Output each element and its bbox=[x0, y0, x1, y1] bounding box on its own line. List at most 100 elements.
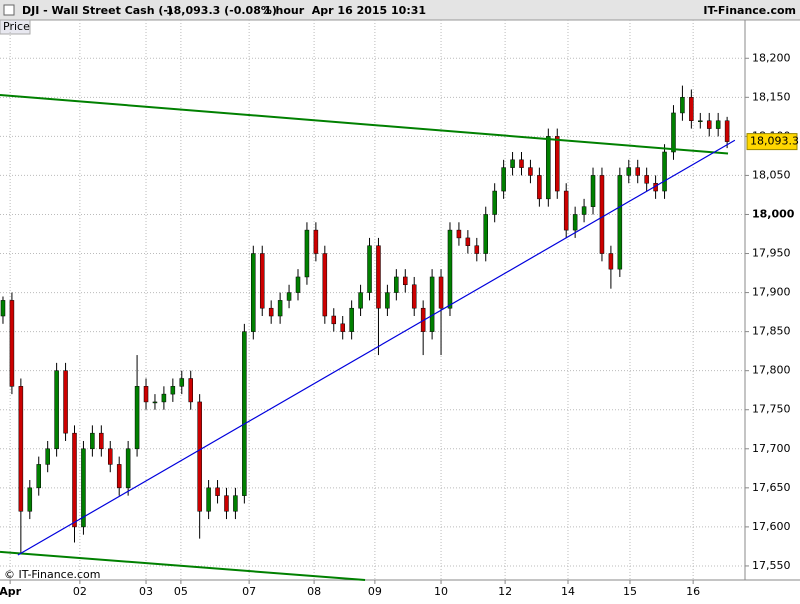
candle-body bbox=[224, 495, 229, 512]
y-tick-label: 18,150 bbox=[752, 90, 791, 103]
candle-body bbox=[492, 190, 497, 215]
candle-body bbox=[63, 370, 68, 434]
candle-body bbox=[438, 276, 444, 309]
x-tick-label: 10 bbox=[434, 585, 448, 598]
candle-body bbox=[313, 229, 319, 254]
candle-body bbox=[170, 386, 176, 395]
candle-body bbox=[626, 167, 632, 176]
candle-body bbox=[581, 206, 587, 215]
candle-body bbox=[286, 292, 292, 301]
candle-body bbox=[590, 175, 596, 207]
candle-body bbox=[161, 393, 167, 403]
candle-body bbox=[528, 167, 533, 176]
candle-body bbox=[608, 253, 614, 270]
candle-body bbox=[251, 253, 256, 332]
candle-body bbox=[501, 167, 506, 192]
candle-body bbox=[259, 253, 265, 309]
x-tick-label: 02 bbox=[73, 585, 87, 598]
candle-body bbox=[662, 151, 667, 192]
candle-body bbox=[376, 245, 381, 309]
last-price-box bbox=[746, 133, 798, 151]
candle-body bbox=[635, 167, 640, 176]
candle-body bbox=[554, 136, 560, 192]
y-tick-label: 18,000 bbox=[752, 207, 795, 220]
candle-body bbox=[206, 487, 211, 512]
x-tick-label: 05 bbox=[174, 585, 188, 598]
candle-body bbox=[394, 276, 399, 293]
candle-body bbox=[411, 284, 417, 309]
candle-body bbox=[152, 401, 158, 404]
candle-body bbox=[18, 386, 24, 512]
period: 1 hour Apr 16 2015 10:31 bbox=[264, 4, 426, 17]
candle-body bbox=[215, 487, 220, 496]
x-tick-label: 03 bbox=[139, 585, 153, 598]
y-tick-label: 17,650 bbox=[752, 481, 791, 494]
candle-body bbox=[680, 97, 685, 114]
header-icon bbox=[3, 4, 15, 16]
candle-body bbox=[483, 214, 489, 254]
candle-body bbox=[385, 292, 390, 309]
candle-body bbox=[644, 175, 649, 184]
candle-body bbox=[125, 448, 131, 489]
candle-body bbox=[724, 120, 730, 142]
trend-line bbox=[17, 139, 736, 556]
copyright: © IT-Finance.com bbox=[4, 568, 101, 581]
candle-body bbox=[519, 159, 524, 168]
candle-body bbox=[358, 292, 363, 309]
x-tick-label: 16 bbox=[686, 585, 700, 598]
y-tick-label: 18,050 bbox=[752, 168, 791, 181]
candle-body bbox=[698, 120, 703, 123]
x-tick-label: 09 bbox=[368, 585, 382, 598]
candle-body bbox=[429, 276, 435, 332]
candle-body bbox=[45, 448, 50, 465]
candle-body bbox=[116, 464, 122, 489]
candle-body bbox=[9, 300, 15, 387]
candle-body bbox=[671, 112, 676, 153]
y-tick-label: 17,600 bbox=[752, 520, 791, 533]
candle-body bbox=[188, 378, 193, 403]
y-tick-label: 17,900 bbox=[752, 286, 791, 299]
last-price-label: 18,093.3 bbox=[750, 135, 799, 148]
candle-body bbox=[331, 315, 337, 325]
y-tick-label: 18,200 bbox=[752, 51, 791, 64]
symbol: DJI - Wall Street Cash (-) bbox=[22, 4, 173, 17]
y-tick-label: 17,800 bbox=[752, 364, 791, 377]
trend-line bbox=[0, 550, 366, 581]
candle-body bbox=[99, 432, 104, 450]
candle-body bbox=[90, 432, 95, 450]
candle-body bbox=[233, 495, 238, 512]
candle-body bbox=[546, 136, 551, 200]
candle-body bbox=[322, 253, 328, 317]
y-tick-label: 17,550 bbox=[752, 559, 791, 572]
x-tick-label: Apr bbox=[0, 585, 22, 598]
candle-body bbox=[617, 175, 623, 270]
header-bar bbox=[0, 0, 800, 20]
y-tick-label: 17,750 bbox=[752, 403, 791, 416]
trend-line bbox=[0, 93, 729, 155]
x-tick-label: 08 bbox=[307, 585, 321, 598]
x-tick-label: 14 bbox=[561, 585, 575, 598]
candle-body bbox=[268, 307, 274, 317]
candle-body bbox=[0, 300, 6, 317]
candle-body bbox=[72, 432, 77, 528]
candle-body bbox=[599, 175, 605, 254]
candle-body bbox=[447, 229, 453, 309]
candle-body bbox=[706, 120, 712, 129]
axis-label-box bbox=[0, 19, 31, 35]
candle-body bbox=[143, 386, 149, 403]
y-tick-label: 17,950 bbox=[752, 247, 791, 260]
candle-body bbox=[367, 245, 372, 293]
axis-label: Price bbox=[3, 20, 30, 33]
x-tick-label: 07 bbox=[242, 585, 256, 598]
candle-body bbox=[689, 97, 694, 122]
candle-body bbox=[197, 401, 202, 512]
candle-body bbox=[107, 448, 113, 465]
candle-body bbox=[715, 120, 721, 129]
candle-body bbox=[295, 276, 301, 293]
brand: IT-Finance.com bbox=[703, 4, 796, 17]
candle-body bbox=[27, 487, 33, 512]
candle-body bbox=[304, 229, 310, 278]
candle-body bbox=[340, 323, 345, 332]
candle-body bbox=[572, 214, 578, 231]
quote: 18,093.3 (-0.08%) bbox=[166, 4, 277, 17]
